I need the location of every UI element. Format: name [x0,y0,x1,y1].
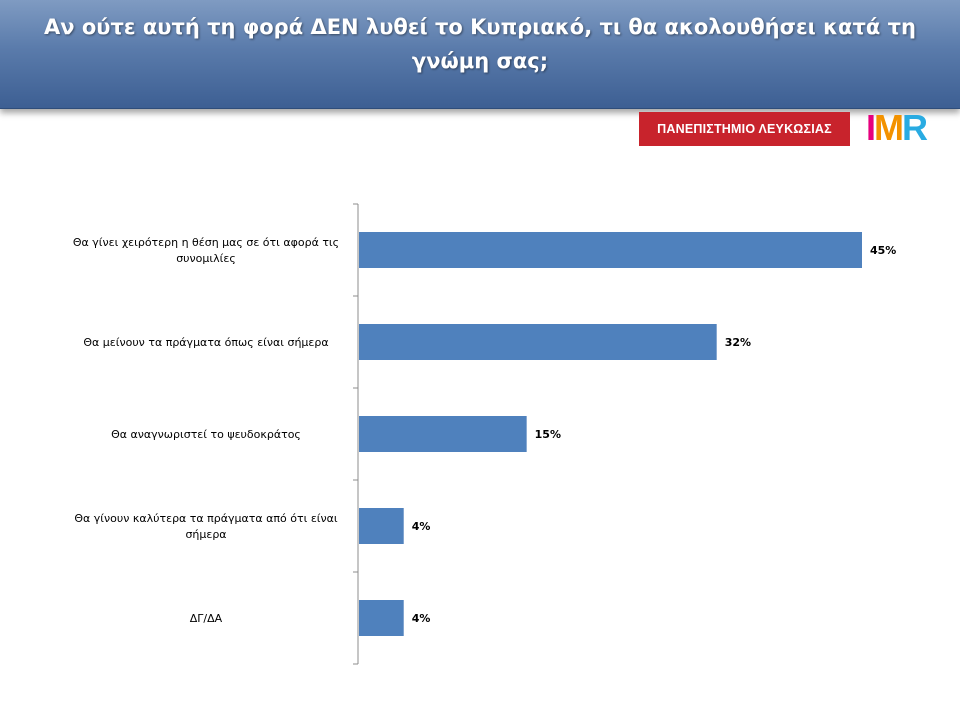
chart-axis [353,203,359,665]
chart-labels: 45% Θα γίνει χειρότερη η θέση μας σε ότι … [73,236,896,625]
data-label: 32% [725,336,751,349]
data-label: 45% [870,244,896,257]
category-label: Θα γίνει χειρότερη η θέση μας σε ότι αφο… [73,236,339,265]
data-label: 4% [412,520,431,533]
bar [359,508,404,544]
page-title: Αν ούτε αυτή τη φορά ΔΕΝ λυθεί το Κυπρια… [44,15,916,73]
bar [359,416,527,452]
category-label: Θα μείνουν τα πράγματα όπως είναι σήμερα [83,336,328,349]
data-label: 15% [535,428,561,441]
bar [359,324,717,360]
category-label: Θα αναγνωριστεί το ψευδοκράτος [111,428,301,441]
category-label: ΔΓ/ΔΑ [190,612,223,625]
bar [359,232,862,268]
imr-logo: IMR [866,107,928,148]
data-label: 4% [412,612,431,625]
university-logo: ΠΑΝΕΠΙΣΤΗΜΙΟ ΛΕΥΚΩΣΙΑΣ [639,112,850,146]
bar [359,600,404,636]
category-label: Θα γίνουν καλύτερα τα πράγματα από ότι ε… [74,512,338,541]
chart-bars [359,232,862,636]
title-bar: Αν ούτε αυτή τη φορά ΔΕΝ λυθεί το Κυπρια… [0,0,960,109]
